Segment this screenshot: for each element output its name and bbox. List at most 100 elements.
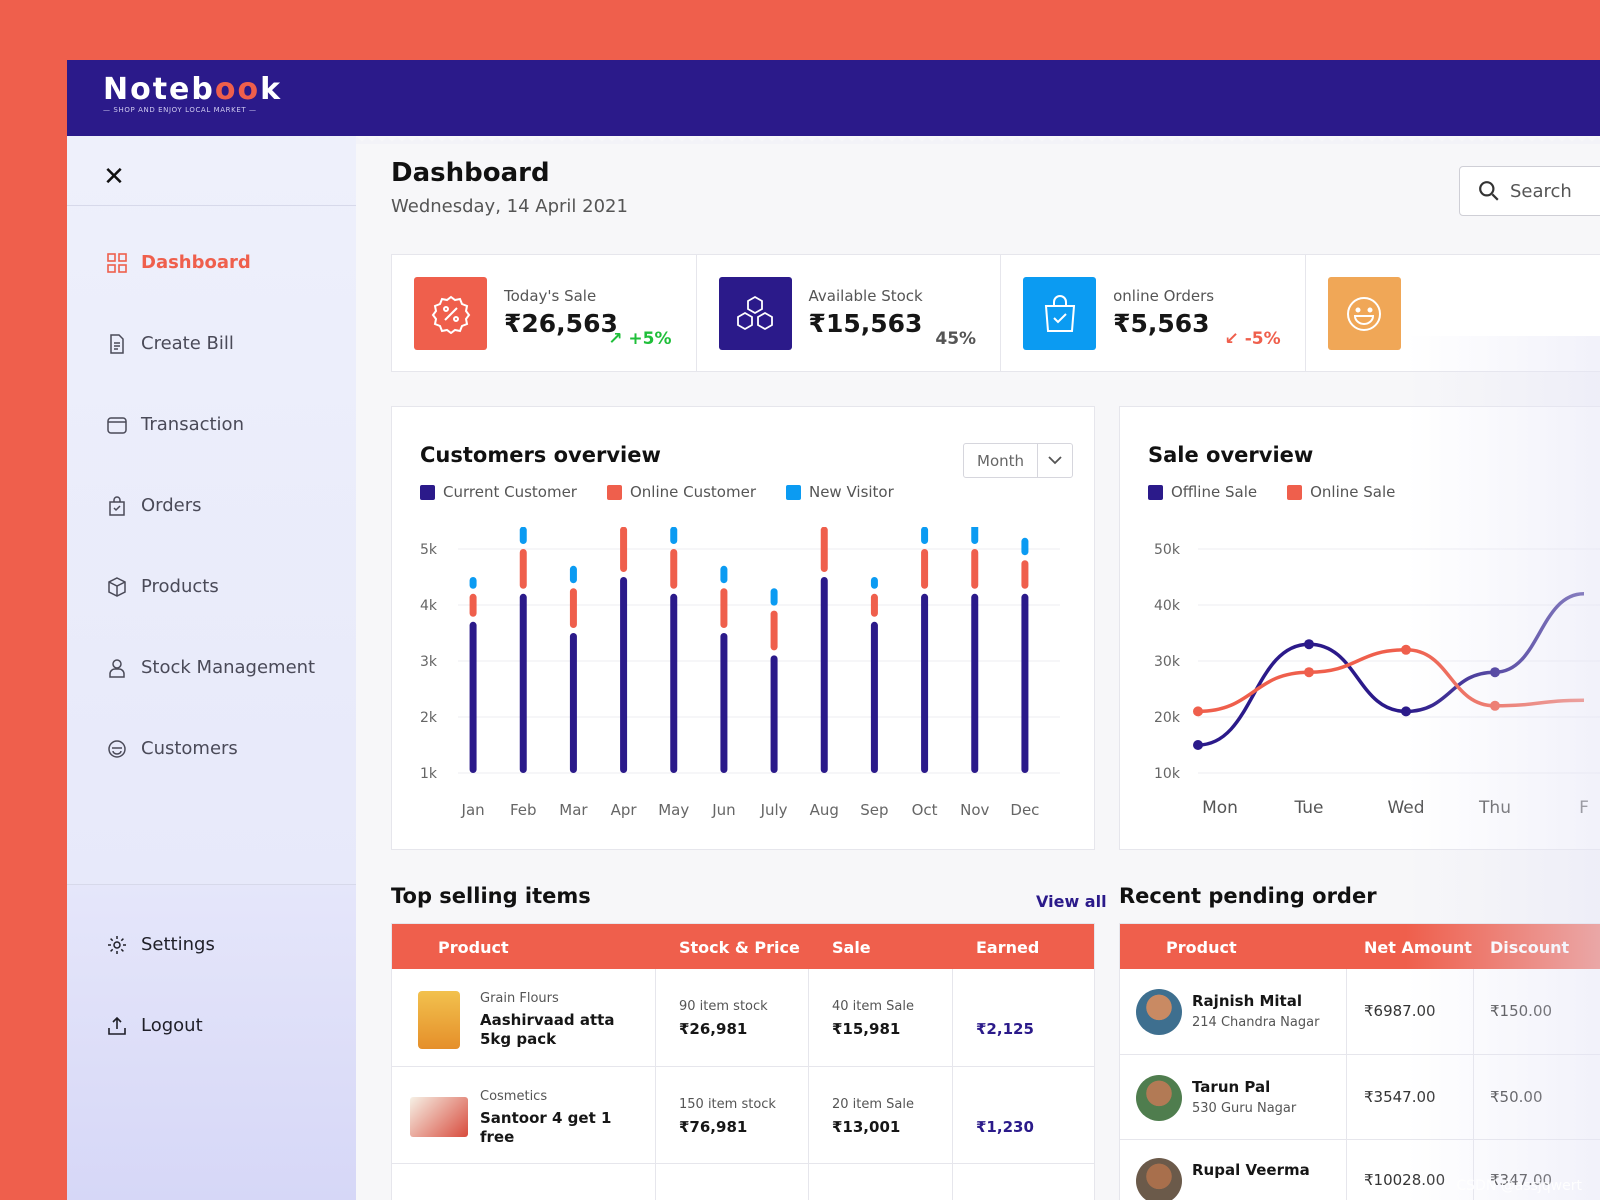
sidebar-divider (67, 205, 356, 206)
chevron-down-icon (1037, 444, 1072, 477)
table-row[interactable]: Tarun Pal 530 Guru Nagar ₹3547.00 ₹50.00 (1120, 1054, 1600, 1139)
sale-line-chart: 10k 20k 30k 40k 50k Mon Tue Wed Thu F (1154, 542, 1600, 818)
earned-amount: ₹1,230 (976, 1118, 1034, 1136)
wallet-icon (107, 416, 127, 434)
bar-segment (971, 593, 979, 773)
customer-name: Rupal Veerma (1192, 1161, 1310, 1179)
bar-segment (870, 621, 878, 773)
sidebar-footer: Settings Logout (67, 884, 356, 1200)
legend-item: Offline Sale (1148, 483, 1257, 501)
bar-segment (519, 527, 527, 544)
sale-count: 20 item Sale (832, 1097, 915, 1112)
stock-count: 90 item stock (679, 999, 768, 1014)
product-name-line2: free (480, 1128, 515, 1146)
x-tick-label: July (760, 801, 788, 819)
brand-tagline: — SHOP AND ENJOY LOCAL MARKET — (103, 106, 257, 114)
customers-overview-title: Customers overview (420, 443, 661, 467)
stock-price: ₹26,981 (679, 1020, 748, 1038)
y-tick-label: 40k (1154, 598, 1181, 614)
page-title: Dashboard (391, 158, 550, 188)
table-row[interactable]: Rajnish Mital 214 Chandra Nagar ₹6987.00… (1120, 969, 1600, 1054)
x-tick-label: Feb (510, 801, 537, 819)
y-tick-label: 30k (1154, 654, 1181, 670)
x-tick-label: Mar (559, 801, 588, 819)
percent-badge-icon (414, 277, 487, 350)
y-tick-label: 50k (1154, 542, 1181, 558)
sidebar-item-transaction[interactable]: Transaction (107, 414, 244, 435)
sidebar-item-label: Products (141, 576, 219, 597)
bar-segment (1021, 537, 1029, 556)
bar-segment (620, 527, 628, 572)
x-tick-label: Oct (912, 801, 938, 819)
bar-segment (670, 549, 678, 589)
table-row[interactable]: Cosmetics Santoor 4 get 1 free 150 item … (392, 1066, 1094, 1163)
table-row[interactable] (392, 1163, 1094, 1200)
sidebar-item-create-bill[interactable]: Create Bill (107, 333, 234, 354)
customer-address: 214 Chandra Nagar (1192, 1015, 1320, 1030)
bar-segment (670, 527, 678, 544)
stat-card-online-orders[interactable]: online Orders ₹5,563 ↙ -5% (1001, 255, 1306, 371)
sidebar-item-stock-management[interactable]: Stock Management (107, 657, 315, 678)
customer-address: 530 Guru Nagar (1192, 1101, 1297, 1116)
bar-segment (770, 588, 778, 606)
logo-text-oo: oo (214, 72, 261, 107)
sidebar-item-settings[interactable]: Settings (107, 934, 215, 955)
sale-amount: ₹15,981 (832, 1020, 901, 1038)
soap-pack-image (410, 1097, 468, 1137)
bar-segment (569, 588, 577, 628)
column-header: Stock & Price (679, 938, 800, 957)
data-point (1304, 639, 1314, 650)
stock-price: ₹76,981 (679, 1118, 748, 1136)
sidebar-item-products[interactable]: Products (107, 576, 219, 597)
bar-segment (921, 527, 929, 544)
view-all-link[interactable]: View all (1036, 892, 1107, 911)
column-header: Net Amount (1364, 938, 1472, 957)
stat-change: ↙ -5% (1224, 329, 1281, 349)
sidebar-item-orders[interactable]: Orders (107, 495, 202, 516)
series-line (1197, 592, 1585, 747)
x-tick-label: Tue (1293, 798, 1323, 818)
stat-card-today-sale[interactable]: Today's Sale ₹26,563 ↗ +5% (392, 255, 697, 371)
stat-card-customers[interactable] (1306, 255, 1600, 371)
pending-order-title: Recent pending order (1119, 884, 1377, 908)
x-tick-label: Jan (461, 801, 485, 819)
x-tick-label: Wed (1387, 798, 1424, 818)
bar-segment (820, 577, 828, 773)
sidebar-item-label: Stock Management (141, 657, 316, 678)
legend-label: Offline Sale (1171, 483, 1258, 501)
customers-legend: Current Customer Online Customer New Vis… (420, 483, 894, 501)
bar-segment (921, 549, 929, 589)
discount-amount: ₹150.00 (1490, 1002, 1553, 1020)
bar-segment (720, 588, 728, 628)
bar-segment (1021, 560, 1029, 589)
sidebar-item-dashboard[interactable]: Dashboard (107, 252, 251, 273)
stat-change: 45% (935, 329, 977, 349)
bar-segment (921, 593, 929, 773)
column-header: Earned (976, 938, 1040, 957)
search-input[interactable]: Search (1459, 166, 1600, 216)
close-icon[interactable]: ✕ (103, 162, 125, 192)
stat-label: online Orders (1113, 287, 1215, 305)
avatar (1136, 989, 1182, 1035)
brand-logo[interactable]: Notebook (103, 72, 282, 107)
sidebar-item-customers[interactable]: Customers (107, 738, 238, 759)
bar-segment (720, 633, 728, 773)
legend-label: New Visitor (808, 483, 894, 501)
sidebar-item-label: Customers (141, 738, 238, 759)
stock-count: 150 item stock (679, 1097, 776, 1112)
legend-label: Online Customer (629, 483, 756, 501)
legend-item: Online Sale (1287, 483, 1395, 501)
document-icon (110, 333, 124, 354)
table-header: Product Net Amount Discount (1120, 924, 1600, 969)
sidebar: ✕ Dashboard Create Bill Transaction Orde… (67, 136, 356, 1200)
sidebar-item-logout[interactable]: Logout (107, 1015, 203, 1036)
product-category: Cosmetics (480, 1089, 548, 1104)
stat-card-available-stock[interactable]: Available Stock ₹15,563 45% (697, 255, 1002, 371)
bar-segment (971, 527, 979, 544)
customers-overview-card: Customers overview Month Current Custome… (391, 406, 1095, 850)
page-date: Wednesday, 14 April 2021 (391, 196, 628, 217)
settings-label: Settings (141, 934, 215, 955)
month-dropdown[interactable]: Month (963, 443, 1073, 478)
bag-check-icon (109, 495, 125, 516)
table-row[interactable]: Grain Flours Aashirvaad atta 5kg pack 90… (392, 969, 1094, 1066)
